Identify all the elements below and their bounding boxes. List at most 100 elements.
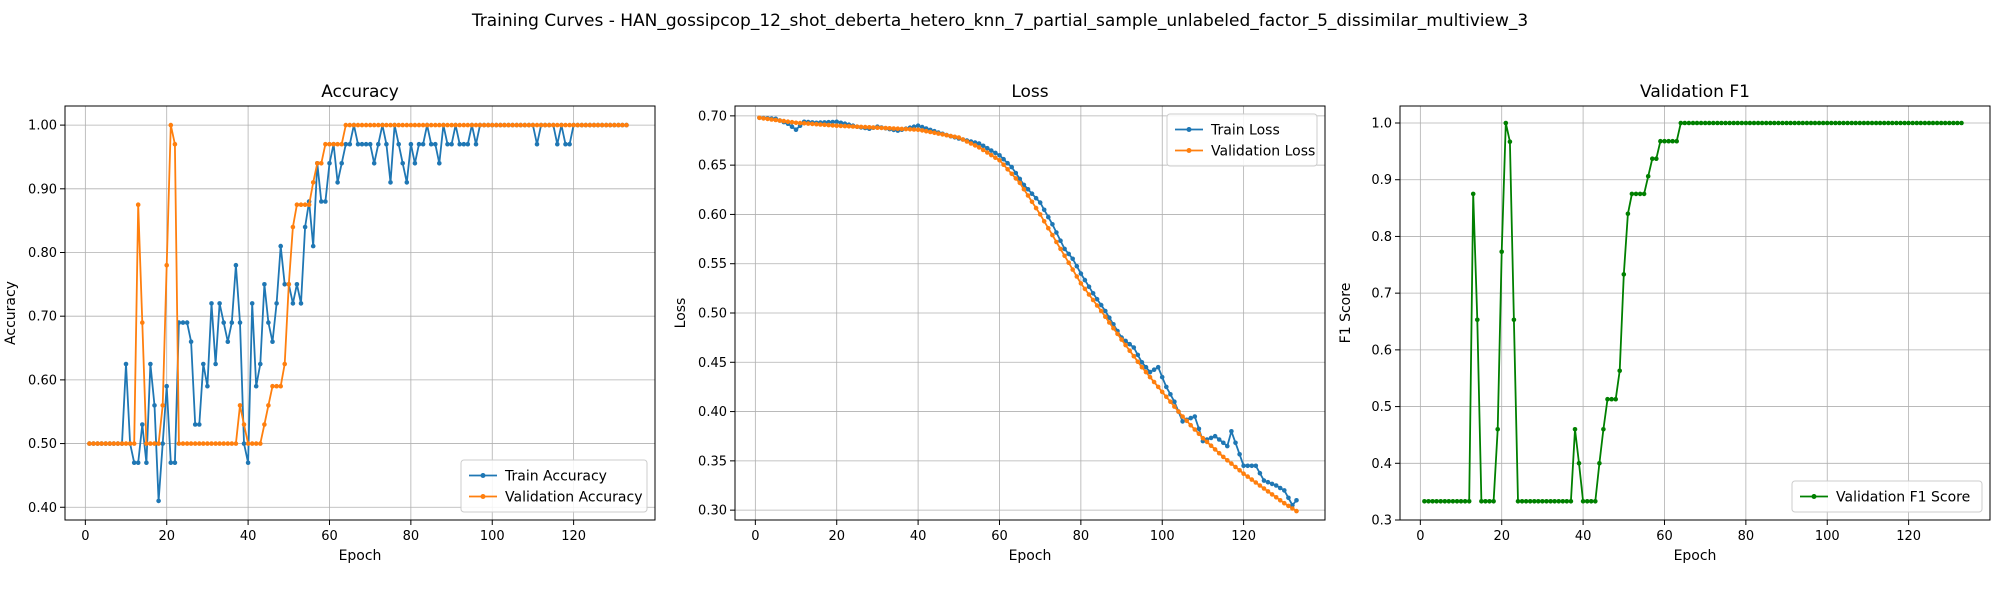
grid: [735, 106, 1325, 520]
data-point: [1212, 447, 1218, 452]
data-point: [563, 141, 568, 147]
data-point: [980, 143, 986, 149]
data-point: [180, 320, 186, 325]
data-point: [1001, 156, 1006, 162]
legend-marker: [1186, 127, 1192, 132]
data-point: [498, 122, 503, 128]
data-point: [575, 122, 580, 128]
data-point: [91, 441, 96, 446]
data-point: [793, 127, 799, 132]
data-point: [217, 301, 222, 306]
data-point: [1216, 450, 1222, 456]
data-point: [1462, 499, 1468, 504]
data-point: [1763, 120, 1769, 126]
data-point: [1046, 214, 1051, 220]
data-point: [968, 141, 974, 146]
data-point: [363, 122, 369, 128]
data-point: [801, 121, 807, 126]
data-point: [1123, 342, 1128, 348]
data-point: [201, 361, 206, 367]
series-validation-accuracy: [87, 122, 629, 446]
data-point: [274, 301, 279, 306]
data-point: [396, 141, 402, 147]
data-point: [1196, 431, 1202, 437]
data-point: [1086, 284, 1092, 290]
data-point: [1930, 120, 1936, 126]
data-point: [1282, 500, 1287, 506]
data-point: [1159, 374, 1165, 380]
data-point: [1446, 499, 1452, 504]
data-point: [253, 383, 259, 389]
y-tick-label: 0.50: [698, 307, 727, 322]
data-point: [1605, 396, 1610, 402]
data-point: [1654, 156, 1659, 161]
data-point: [197, 422, 202, 427]
data-point: [1768, 120, 1773, 126]
data-point: [1233, 464, 1238, 470]
data-point: [306, 202, 312, 207]
data-point: [197, 441, 202, 446]
data-point: [1143, 369, 1149, 375]
data-point: [205, 383, 210, 389]
data-point: [376, 122, 381, 128]
data-point: [1564, 499, 1570, 504]
y-tick-label: 0.55: [698, 257, 727, 272]
data-point: [302, 224, 308, 230]
data-point: [1784, 120, 1789, 126]
x-tick-label: 60: [321, 529, 338, 544]
data-point: [867, 125, 872, 130]
data-point: [180, 441, 186, 446]
data-point: [985, 145, 990, 151]
data-point: [1719, 120, 1724, 126]
data-point: [445, 122, 450, 128]
data-point: [1050, 222, 1055, 227]
data-point: [1450, 499, 1456, 504]
data-point: [1723, 120, 1728, 126]
panels: 0 20 40 60 80 100 1200.400.500.600.700.800.901…: [3, 82, 1991, 564]
data-point: [1865, 120, 1871, 126]
data-point: [1037, 212, 1043, 217]
x-tick-label: 120: [561, 529, 586, 544]
legend-box: [1166, 113, 1318, 167]
data-point: [396, 122, 402, 128]
data-point: [1245, 463, 1250, 469]
data-point: [993, 155, 998, 160]
data-point: [1658, 138, 1663, 144]
data-point: [838, 123, 844, 129]
data-point: [1682, 120, 1688, 126]
data-point: [972, 143, 978, 148]
data-point: [1082, 286, 1088, 292]
data-point: [1491, 499, 1496, 504]
data-point: [1025, 193, 1031, 198]
data-point: [339, 161, 345, 166]
data-point: [1853, 120, 1858, 126]
data-point: [1918, 120, 1924, 126]
panel-3: 0 20 40 60 80 100 120 0.3 0.4 0.5 0.6 0.7 0.8 0.9 1.0 V…: [1338, 82, 1991, 564]
data-point: [1269, 481, 1275, 487]
data-point: [477, 122, 483, 128]
x-axis-label: Epoch: [1674, 548, 1717, 564]
data-point: [1576, 461, 1582, 466]
data-point: [1796, 120, 1802, 126]
data-point: [270, 339, 275, 345]
data-point: [400, 161, 406, 166]
data-point: [1094, 296, 1100, 302]
data-point: [408, 141, 414, 147]
data-point: [359, 141, 365, 147]
series-line: [759, 116, 1298, 507]
data-point: [192, 422, 198, 427]
data-point: [915, 127, 921, 132]
y-tick-label: 0.8: [1371, 230, 1392, 245]
data-point: [351, 122, 357, 128]
data-point: [781, 118, 787, 124]
data-point: [989, 152, 994, 158]
data-point: [1273, 483, 1279, 488]
data-point: [1082, 277, 1088, 283]
data-point: [993, 150, 998, 156]
data-point: [1180, 419, 1185, 424]
data-point: [437, 122, 442, 128]
data-point: [785, 119, 791, 124]
data-point: [1780, 120, 1785, 126]
data-point: [1135, 352, 1141, 358]
data-point: [1938, 120, 1944, 126]
